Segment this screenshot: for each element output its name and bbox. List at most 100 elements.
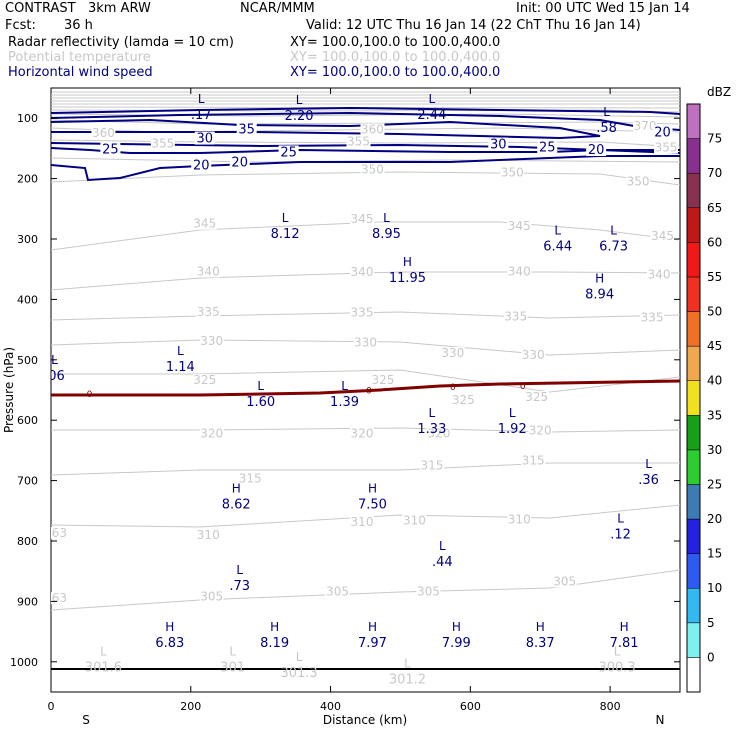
theta-contour-label: 340 [197,264,220,278]
theta-label-mask [626,175,651,188]
colorbar-swatch [686,518,701,554]
wind-contour-label: 20 [654,126,671,141]
colorbar-swatch [686,657,701,693]
theta-label-mask [440,346,465,359]
y-tick-label: 500 [17,354,38,367]
colorbar-label: 45 [707,339,722,353]
extremum-value: 7.99 [442,636,471,651]
field-name-wind: Horizontal wind speed [8,65,153,80]
colorbar-swatch [686,553,701,589]
theta-contour-label: 320 [427,426,450,440]
colorbar-swatch [686,138,701,174]
extremum-kind: L [296,93,303,107]
wind-contour-label: 20 [231,156,248,171]
extremum-kind: L [439,539,446,553]
theta-label-mask [238,472,263,485]
colorbar-swatch [686,415,701,451]
x-axis-label: Distance (km) [323,713,407,727]
theta-label-mask [402,514,427,527]
theta-label-mask [640,311,665,324]
colorbar-label: 75 [707,132,722,146]
theta-label-mask [192,217,217,230]
extremum-value: 300.3 [598,661,635,676]
zero-contour-label: 0 [450,383,456,393]
extremum-kind: L [554,224,561,238]
extremum-value: 6.83 [155,636,184,651]
extremum-kind: L [610,224,617,238]
extremum-kind: L [229,645,236,659]
colorbar-label: 65 [707,201,722,215]
x-tick-label: 800 [600,700,621,713]
theta-label-mask [350,427,375,440]
valid-time: Valid: 12 UTC Thu 16 Jan 14 (22 ChT Thu … [306,18,641,33]
y-tick-label: 600 [17,414,38,427]
theta-contour-label: 350 [361,162,384,176]
y-tick-label: 1000 [10,656,38,669]
theta-label-mask [350,266,375,279]
theta-contour-label: 350 [501,165,524,179]
extremum-kind: L [100,645,107,659]
extremum-value: 301.3 [280,666,317,681]
y-tick-label: 100 [17,112,38,125]
extremum-value: 8.95 [372,227,401,242]
extremum-kind: H [452,620,461,634]
extremum-value: 1.60 [246,395,275,410]
y-tick-label: 900 [17,595,38,608]
extremum-kind: H [368,620,377,634]
theta-contour-label: 305 [553,574,576,588]
theta-label-mask [51,526,72,539]
colorbar-label: 0 [707,650,715,664]
theta-label-mask [521,348,546,361]
theta-contour-label: 305 [326,585,349,599]
theta-label-mask [633,119,658,132]
extremum-value: 301.6 [85,661,122,676]
colorbar-label: 70 [707,166,722,180]
extremum-value: 8.62 [222,498,251,513]
theta-contour-label: 335 [504,310,527,324]
field-xy-reflectivity: XY= 100.0,100.0 to 100.0,400.0 [290,35,501,50]
extremum-kind: L [257,379,264,393]
wind-contour-label: 25 [539,141,556,156]
theta-contour-label: 360 [361,122,384,136]
field-xy-wind: XY= 100.0,100.0 to 100.0,400.0 [290,65,501,80]
theta-contour-label: 355 [347,135,370,149]
colorbar-label: 25 [707,477,722,491]
model-title: CONTRAST 3km ARW [5,1,151,16]
theta-contour-label: 310 [351,515,374,529]
colorbar-swatch [686,207,701,243]
theta-label-mask [507,265,532,278]
zero-contour-label: 0 [87,390,93,400]
wind-contour-label: 25 [102,142,119,157]
extremum-kind: L [341,379,348,393]
extremum-kind: L [617,512,624,526]
colorbar-unit: dBZ [707,85,731,99]
theta-label-mask [426,427,451,440]
field-name-theta: Potential temperature [8,50,151,65]
forecast-label: Fcst: [5,18,36,33]
extremum-kind: L [198,92,205,106]
theta-label-mask [503,310,528,323]
theta-contour-label: 350 [627,174,650,188]
theta-contour-label: 315 [239,472,262,486]
extremum-value: 8.12 [271,227,300,242]
y-tick-label: 200 [17,173,38,186]
wind-contour-label: 20 [193,159,210,174]
theta-contour-label: 325 [193,373,216,387]
x-tick-label: 400 [320,700,341,713]
theta-label-mask [528,424,553,437]
extremum-value: 8.37 [526,636,555,651]
extremum-kind: L [404,657,411,671]
theta-label-mask [507,513,532,526]
extremum-value: .73 [229,579,250,594]
colorbar-swatch [686,311,701,347]
theta-label-mask [353,336,378,349]
extremum-value: 2.20 [285,109,314,124]
wind-contour-label: 30 [490,138,507,153]
theta-label-mask [654,141,679,154]
theta-label-mask [150,137,175,150]
theta-contour-label: 330 [522,348,545,362]
theta-label-mask [350,516,375,529]
extremum-kind: L [282,211,289,225]
theta-label-mask [552,575,577,588]
x-tick-label: 0 [48,700,55,713]
